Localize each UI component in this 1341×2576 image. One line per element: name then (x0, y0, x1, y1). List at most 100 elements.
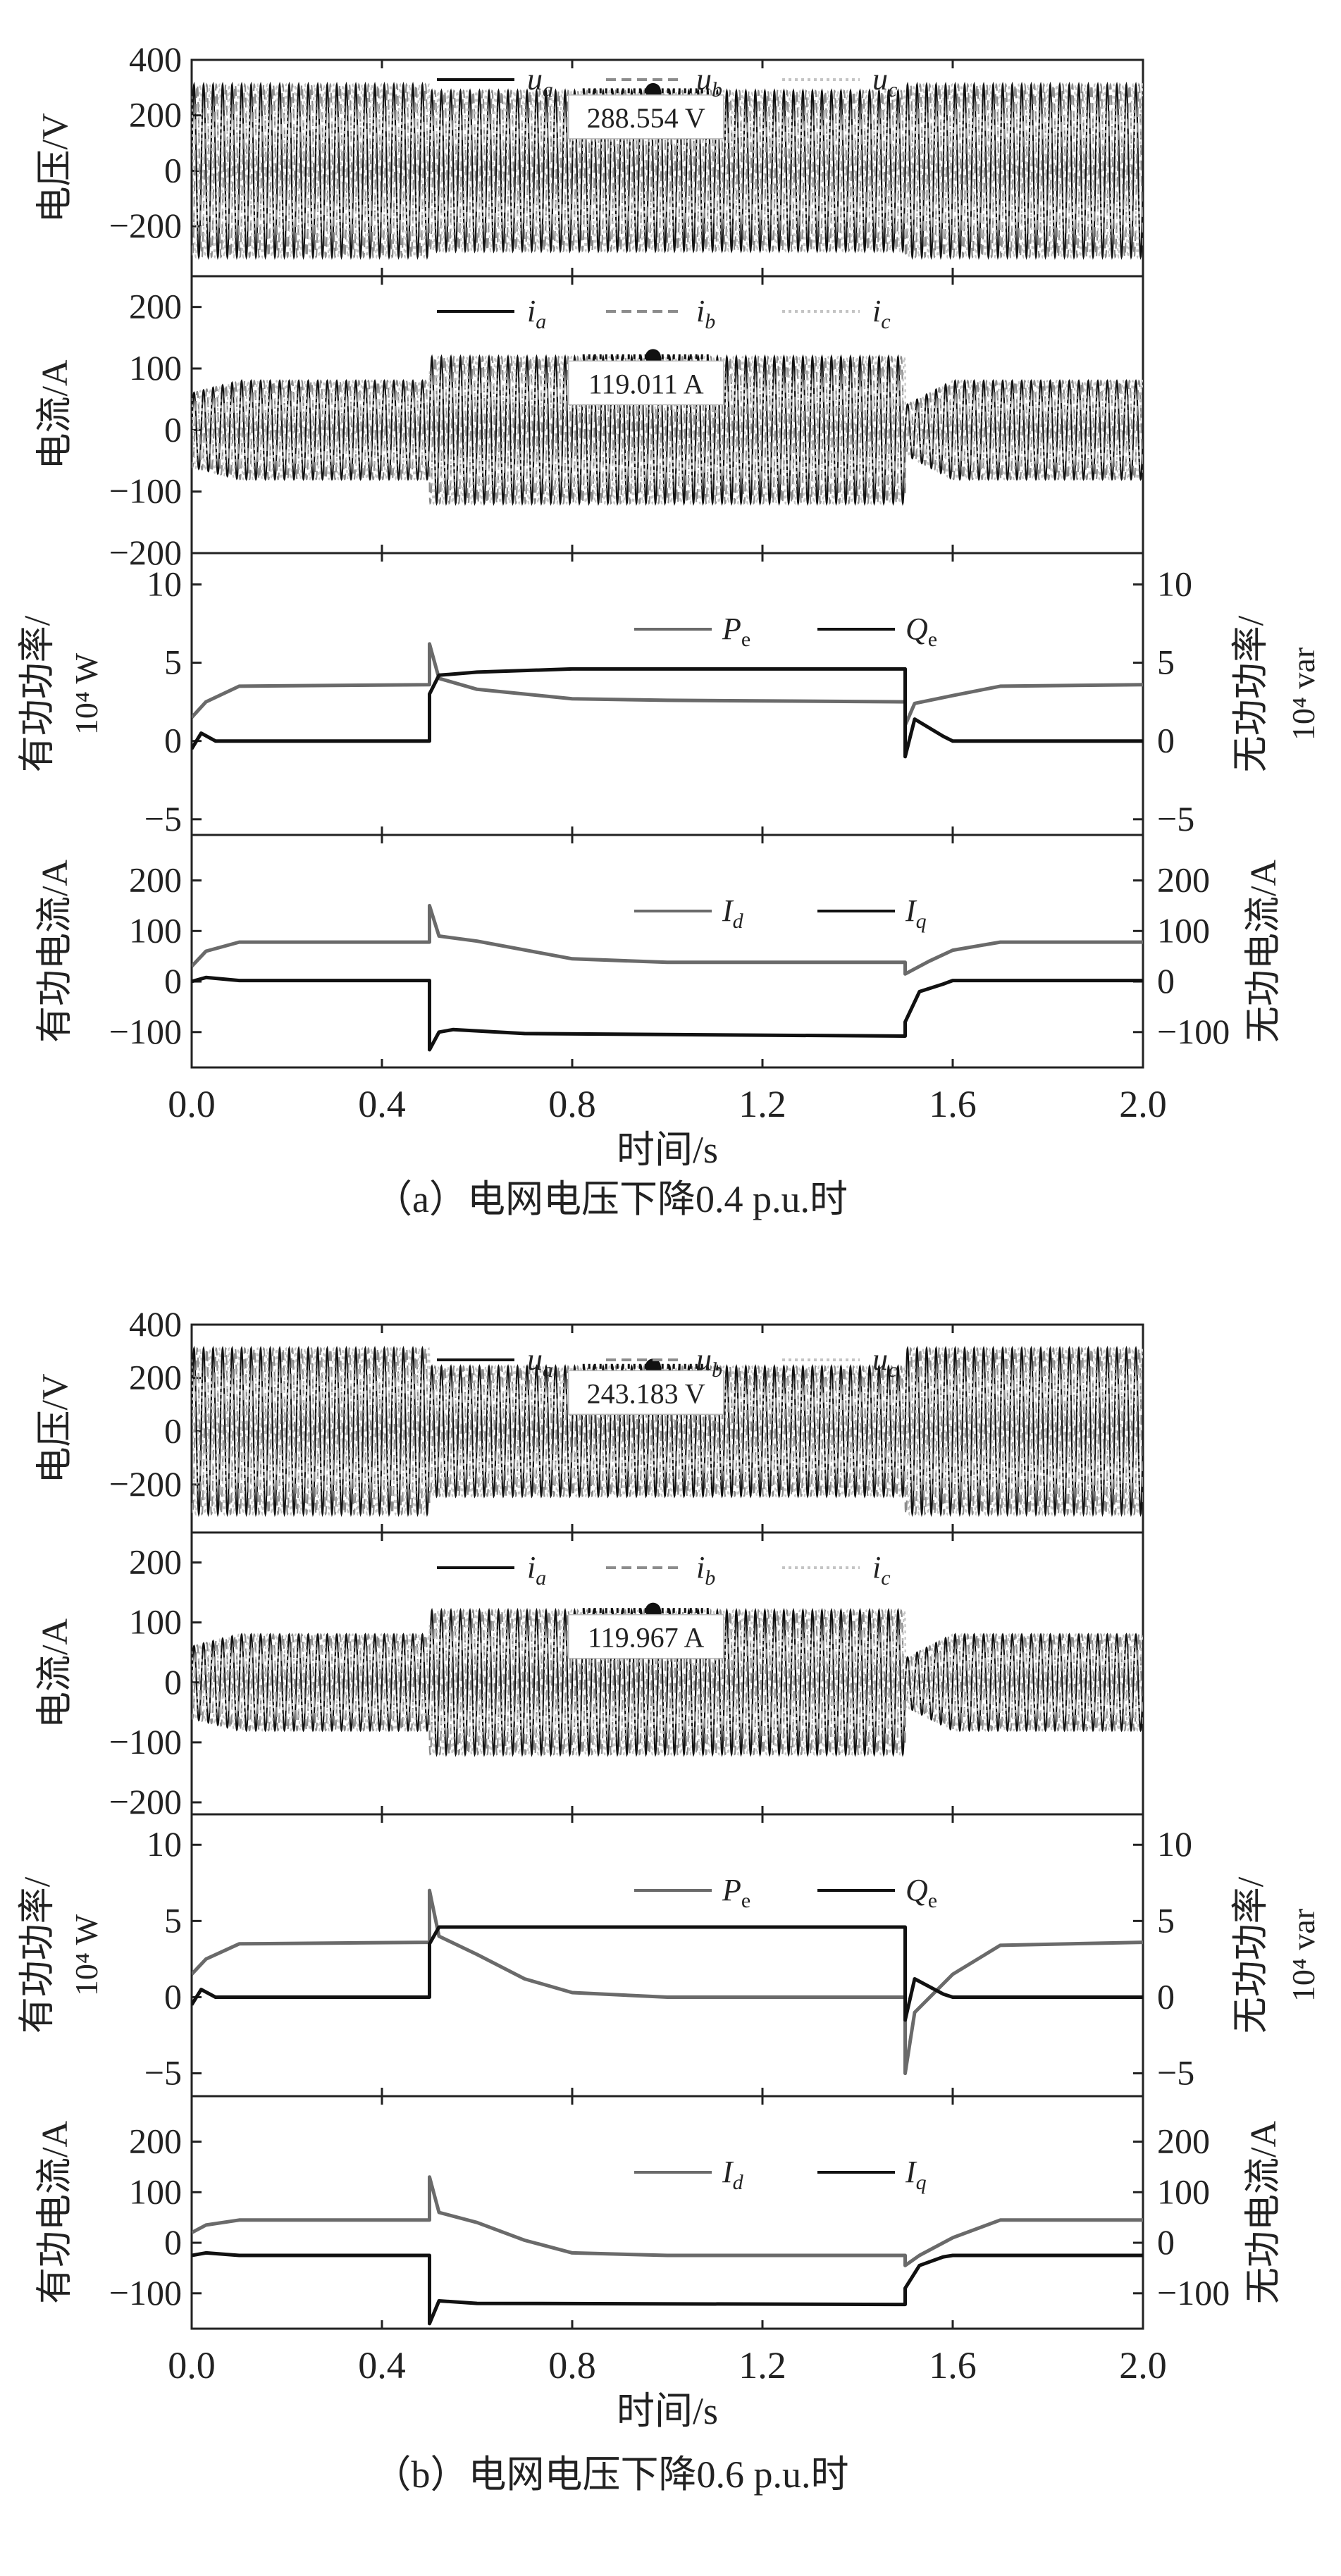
y-tick-label: −200 (109, 1782, 182, 1821)
y-tick-label: −200 (109, 206, 182, 245)
y-tick-label: −100 (109, 1722, 182, 1761)
y-tick-label: −200 (109, 533, 182, 572)
y-axis-label: 电流/A (35, 359, 75, 469)
series-ub (192, 1346, 1143, 1516)
series-ub (192, 82, 1143, 259)
y2-tick-label: 0 (1157, 1976, 1175, 2016)
legend-label-Pe: Pe (722, 1873, 750, 1912)
y2-tick-label: 0 (1157, 721, 1175, 760)
y2-tick-label: 10 (1157, 564, 1192, 603)
y-tick-label: 10 (147, 564, 182, 603)
y-tick-label: −100 (109, 471, 182, 511)
y-tick-label: 200 (129, 860, 182, 900)
legend-label-ic: ic (872, 1550, 891, 1590)
figure-b-footer: 0.0 0.4 0.8 1.2 1.6 2.0 时间/s （b）电网电压下降0.6 p.u.时 (168, 2344, 1167, 2496)
y-tick-label: −5 (144, 799, 182, 838)
y-tick-label: 200 (129, 1542, 182, 1582)
y-axis-unit: 10⁴ W (68, 1914, 104, 1996)
y2-tick-label: 200 (1157, 860, 1210, 900)
y2-tick-label: −100 (1157, 2273, 1230, 2312)
y2-tick-label: 10 (1157, 1824, 1192, 1864)
legend: Id Iq (634, 2155, 927, 2194)
legend-label-Iq: Iq (905, 2155, 927, 2194)
plot-area (192, 1888, 1143, 2076)
legend-label-Qe: Qe (906, 1873, 937, 1912)
y2-tick-label: 0 (1157, 2222, 1175, 2262)
series-Pe (192, 1888, 1143, 2076)
x-axis-label: 时间/s (617, 1129, 718, 1171)
figure-caption: （a）电网电压下降0.4 p.u.时 (374, 1178, 848, 1220)
y-axis-label: 电流/A (35, 1618, 75, 1728)
y2-axis-unit: 10⁴ var (1285, 1909, 1321, 2002)
y2-axis-label: 无功功率/ (1231, 615, 1271, 772)
series-Id (192, 2175, 1143, 2267)
x-tick-label: 1.6 (929, 2344, 977, 2386)
y2-tick-label: 5 (1157, 1900, 1175, 1940)
annotation-value: 119.967 A (588, 1622, 704, 1654)
y-tick-label: 0 (164, 1662, 182, 1702)
series-ua (192, 81, 1143, 260)
y-tick-label: −5 (144, 2053, 182, 2093)
y-tick-label: 5 (164, 1900, 182, 1940)
y-tick-label: 100 (129, 2172, 182, 2211)
panel-b-power: −5 0 5 10 −5 0 5 10 有功功率/10⁴ W 无功功率/10⁴ var Pe Qe (18, 1813, 1321, 2098)
y-axis-unit: 10⁴ W (68, 652, 104, 735)
y-tick-label: 0 (164, 1411, 182, 1450)
legend: Pe Qe (634, 1873, 937, 1912)
legend-label-ib: ib (696, 1550, 715, 1590)
y-axis-label: 有功功率/ (18, 1876, 58, 2033)
y-tick-label: 200 (129, 95, 182, 135)
y-tick-label: 100 (129, 910, 182, 950)
x-tick-label: 0.4 (358, 1083, 406, 1125)
legend: Id Iq (634, 893, 927, 933)
y2-tick-label: 5 (1157, 643, 1175, 682)
legend: ua ub uc (437, 1342, 897, 1382)
x-tick-label: 0.0 (168, 2344, 216, 2386)
legend-label-ub: ub (696, 1342, 722, 1382)
x-axis-label: 时间/s (617, 2390, 718, 2432)
y-tick-label: 0 (164, 721, 182, 760)
y-axis-label: 有功电流/A (35, 2121, 75, 2304)
x-tick-label: 0.4 (358, 2344, 406, 2386)
axes-frame (190, 552, 1144, 836)
panel-a-dq-current: −100 0 100 200 −100 0 100 200 有功电流/A 无功电流/A Id Iq (35, 834, 1284, 1069)
legend-label-Iq: Iq (905, 893, 927, 933)
annotation-box (568, 1614, 724, 1659)
legend-label-uc: uc (872, 1342, 897, 1382)
y-tick-label: 200 (129, 2122, 182, 2161)
y-tick-label: 10 (147, 1824, 182, 1864)
panel-a-current: −200 −100 0 100 200 电流/A 119.011 A ia ib ic (35, 275, 1144, 572)
series-Qe (192, 667, 1143, 759)
y-tick-label: −200 (109, 1464, 182, 1504)
y-tick-label: 100 (129, 348, 182, 388)
annotation-value: 288.554 V (587, 102, 705, 134)
y2-axis-label: 无功功率/ (1231, 1876, 1271, 2033)
series-Qe (192, 1925, 1143, 2022)
x-tick-label: 2.0 (1119, 1083, 1167, 1125)
legend: ua ub uc (437, 62, 897, 101)
y2-axis-label: 无功电流/A (1244, 860, 1284, 1043)
legend-label-ic: ic (872, 294, 891, 333)
y2-tick-label: 100 (1157, 2172, 1210, 2211)
y-tick-label: 5 (164, 643, 182, 682)
y2-axis-label: 无功电流/A (1244, 2121, 1284, 2304)
y-tick-label: 0 (164, 961, 182, 1001)
panel-b-voltage: −200 0 200 400 电压/V 243.183 V ua ub uc (35, 1304, 1144, 1534)
y-tick-label: −100 (109, 2273, 182, 2312)
legend-label-ua: ua (527, 1342, 553, 1382)
x-tick-label: 0.8 (548, 1083, 596, 1125)
x-tick-label: 1.2 (739, 2344, 786, 2386)
y-tick-label: 0 (164, 2222, 182, 2262)
legend: ia ib ic (437, 294, 891, 333)
legend-label-uc: uc (872, 62, 897, 101)
y2-tick-label: 0 (1157, 961, 1175, 1001)
legend-label-Id: Id (722, 2155, 744, 2194)
panel-a-voltage: −200 0 200 400 电压/V 288.554 V ua ub uc (35, 39, 1144, 278)
legend-label-ua: ua (527, 62, 553, 101)
y-tick-label: −100 (109, 1012, 182, 1051)
series-ib (192, 1608, 1143, 1756)
legend-label-Id: Id (722, 893, 744, 933)
series-ua (192, 1346, 1143, 1518)
x-tick-label: 0.0 (168, 1083, 216, 1125)
y-axis-label: 电压/V (35, 1373, 75, 1483)
